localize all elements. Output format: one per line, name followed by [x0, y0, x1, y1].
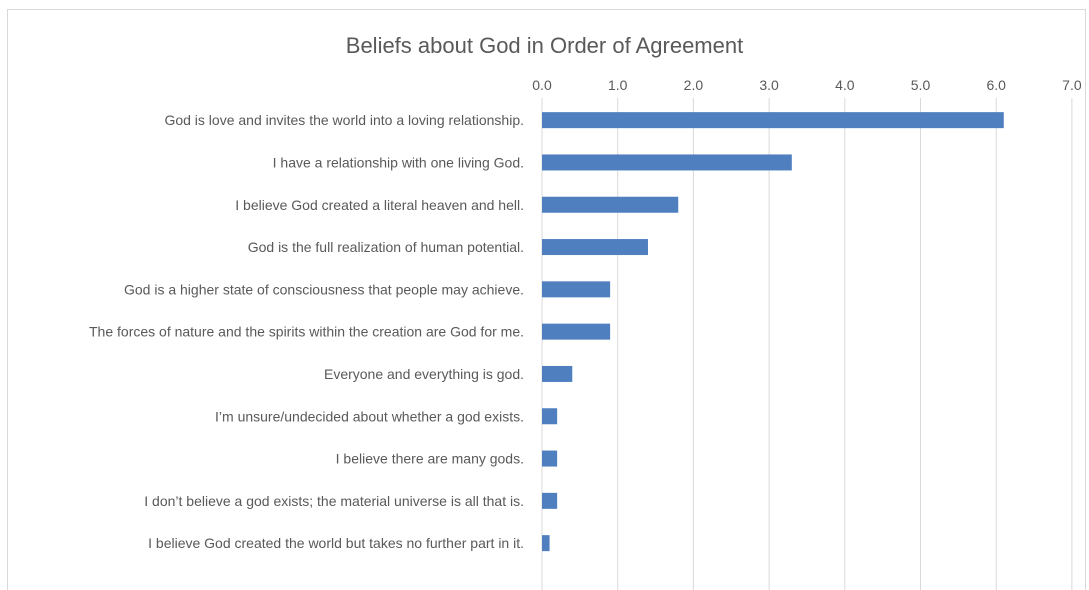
bar [542, 365, 573, 382]
x-tick-label: 2.0 [684, 77, 704, 93]
x-tick-label: 3.0 [759, 77, 779, 93]
category-label: I have a relationship with one living Go… [273, 154, 524, 170]
x-tick-label: 6.0 [986, 77, 1006, 93]
x-axis-ticks: 0.0 1.0 2.0 3.0 4.0 5.0 6.0 7.0 [532, 77, 1082, 93]
category-label: I believe God created the world but take… [148, 535, 524, 551]
category-label: God is the full realization of human pot… [248, 239, 524, 255]
category-label: I believe there are many gods. [336, 451, 524, 467]
bar [542, 196, 679, 213]
category-label: I don’t believe a god exists; the materi… [144, 493, 524, 509]
category-label: The forces of nature and the spirits wit… [89, 324, 524, 340]
bar [542, 492, 558, 509]
bar [542, 112, 1004, 129]
chart-frame [7, 9, 1086, 590]
bar [542, 154, 792, 171]
x-tick-label: 5.0 [911, 77, 931, 93]
gridlines [541, 98, 1073, 590]
bar [542, 450, 558, 467]
category-label: I believe God created a literal heaven a… [235, 197, 524, 213]
category-label: Everyone and everything is god. [324, 366, 524, 382]
category-label: God is a higher state of consciousness t… [124, 281, 524, 297]
bar [542, 408, 558, 425]
category-label: God is love and invites the world into a… [164, 112, 524, 128]
x-tick-label: 0.0 [532, 77, 552, 93]
x-tick-label: 7.0 [1062, 77, 1082, 93]
x-tick-label: 1.0 [608, 77, 628, 93]
bar [542, 323, 611, 340]
bars [542, 112, 1004, 552]
category-label: I’m unsure/undecided about whether a god… [215, 408, 524, 424]
chart-title: Beliefs about God in Order of Agreement [345, 33, 744, 58]
bar [542, 239, 648, 256]
category-labels: God is love and invites the world into a… [89, 112, 524, 551]
bar [542, 535, 550, 552]
bar [542, 281, 611, 298]
x-tick-label: 4.0 [835, 77, 855, 93]
